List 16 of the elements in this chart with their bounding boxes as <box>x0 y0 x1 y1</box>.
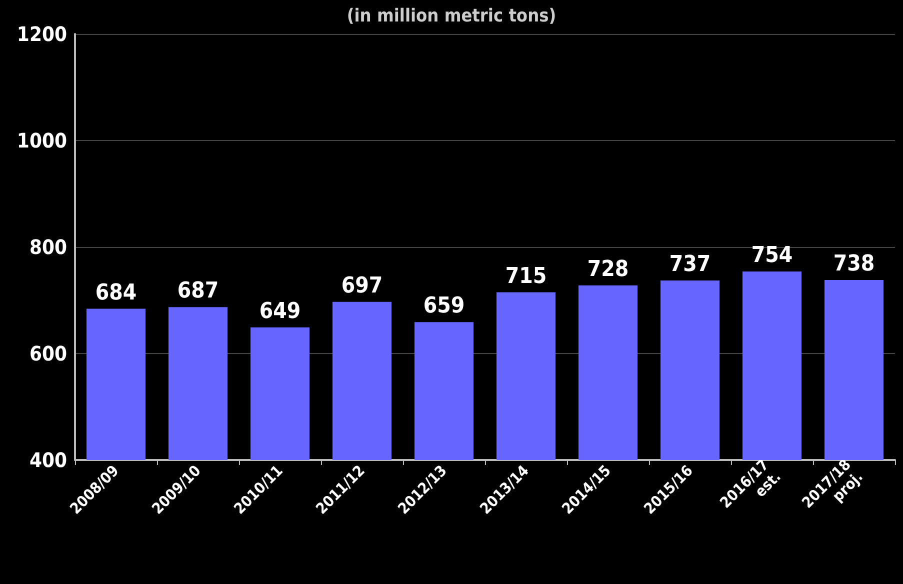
data-label: 715 <box>505 264 547 289</box>
y-tick-label: 1000 <box>16 128 67 152</box>
data-label: 649 <box>259 298 301 324</box>
data-label: 754 <box>751 242 793 268</box>
data-label: 687 <box>177 278 219 304</box>
y-tick-label: 800 <box>29 235 67 259</box>
y-tick-label: 600 <box>29 342 67 366</box>
data-label: 684 <box>95 280 137 306</box>
data-label: 728 <box>587 256 629 282</box>
data-label: 737 <box>669 252 711 278</box>
y-tick-label: 400 <box>29 448 67 472</box>
data-label: 738 <box>833 252 875 277</box>
data-label: 659 <box>423 294 465 319</box>
y-tick-label: 1200 <box>16 22 67 46</box>
data-label: 697 <box>341 273 383 298</box>
chart-subtitle: (in million metric tons) <box>346 6 556 26</box>
